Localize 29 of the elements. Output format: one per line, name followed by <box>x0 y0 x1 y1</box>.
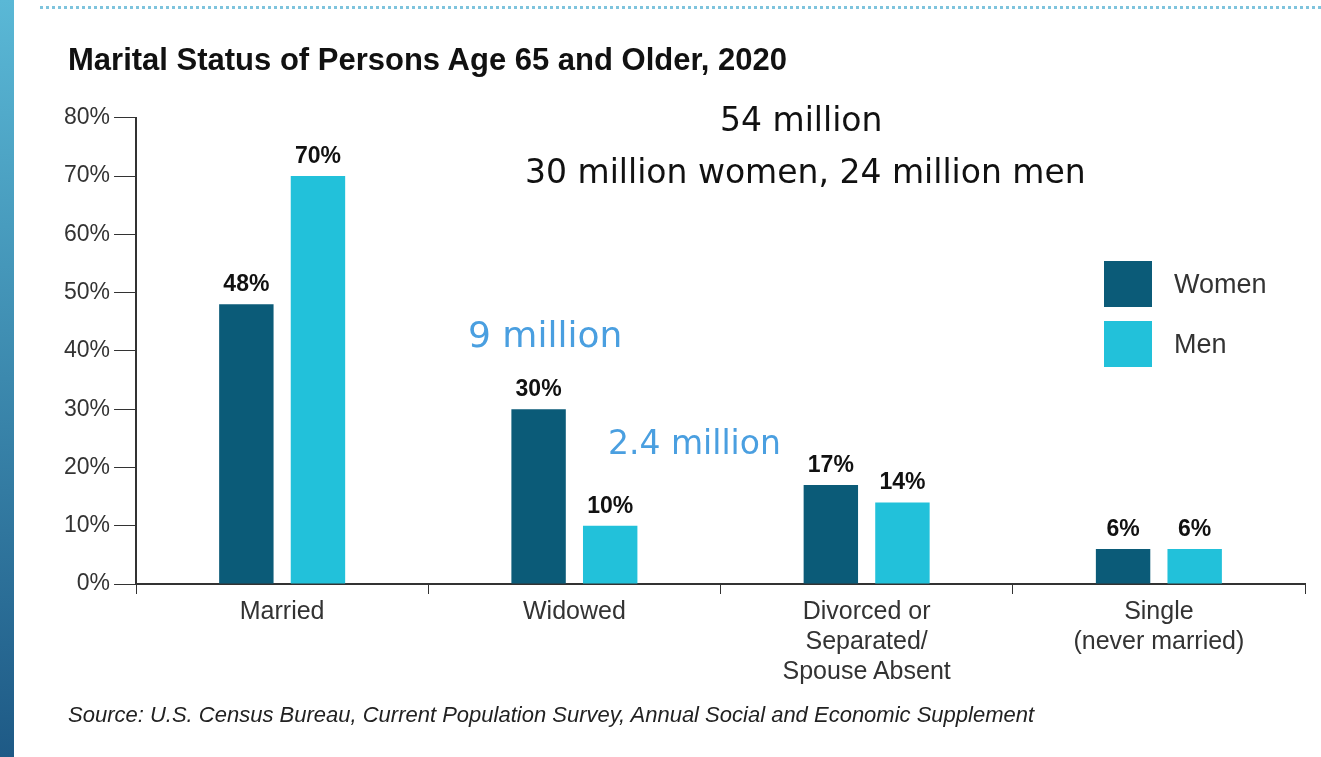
y-tick-label: 30% <box>63 394 111 421</box>
annotation: 30 million women, 24 million men <box>525 152 1086 191</box>
data-label: 10% <box>587 491 634 518</box>
data-label: 30% <box>515 375 562 402</box>
y-tick-label: 60% <box>63 219 111 246</box>
y-tick-label: 50% <box>63 277 111 304</box>
data-label: 14% <box>879 468 926 495</box>
legend-label: Men <box>1174 328 1227 360</box>
x-tick-label: Divorced or Separated/ Spouse Absent <box>782 595 951 684</box>
data-label: 17% <box>807 450 854 477</box>
y-tick-label: 10% <box>63 511 111 538</box>
x-tick-label: Married <box>239 595 325 624</box>
x-tick-label: Widowed <box>522 595 626 624</box>
chart-title: Marital Status of Persons Age 65 and Older, 2020 <box>68 42 787 78</box>
annotation: 9 million <box>468 314 623 355</box>
data-label: 6% <box>1106 514 1140 541</box>
data-label: 6% <box>1178 514 1212 541</box>
data-label: 48% <box>223 270 270 297</box>
source-note: Source: U.S. Census Bureau, Current Population Survey, Annual Social and Economic Supplement <box>68 702 1035 728</box>
y-tick-label: 80% <box>63 103 111 130</box>
annotation: 54 million <box>720 100 883 139</box>
data-label: 70% <box>294 141 341 168</box>
y-tick-label: 0% <box>76 569 111 596</box>
x-tick-label: Single (never married) <box>1073 595 1245 654</box>
y-tick-label: 40% <box>63 336 111 363</box>
legend-label: Women <box>1174 268 1267 300</box>
y-tick-label: 70% <box>63 161 111 188</box>
y-tick-label: 20% <box>63 452 111 479</box>
annotation: 2.4 million <box>608 423 781 462</box>
